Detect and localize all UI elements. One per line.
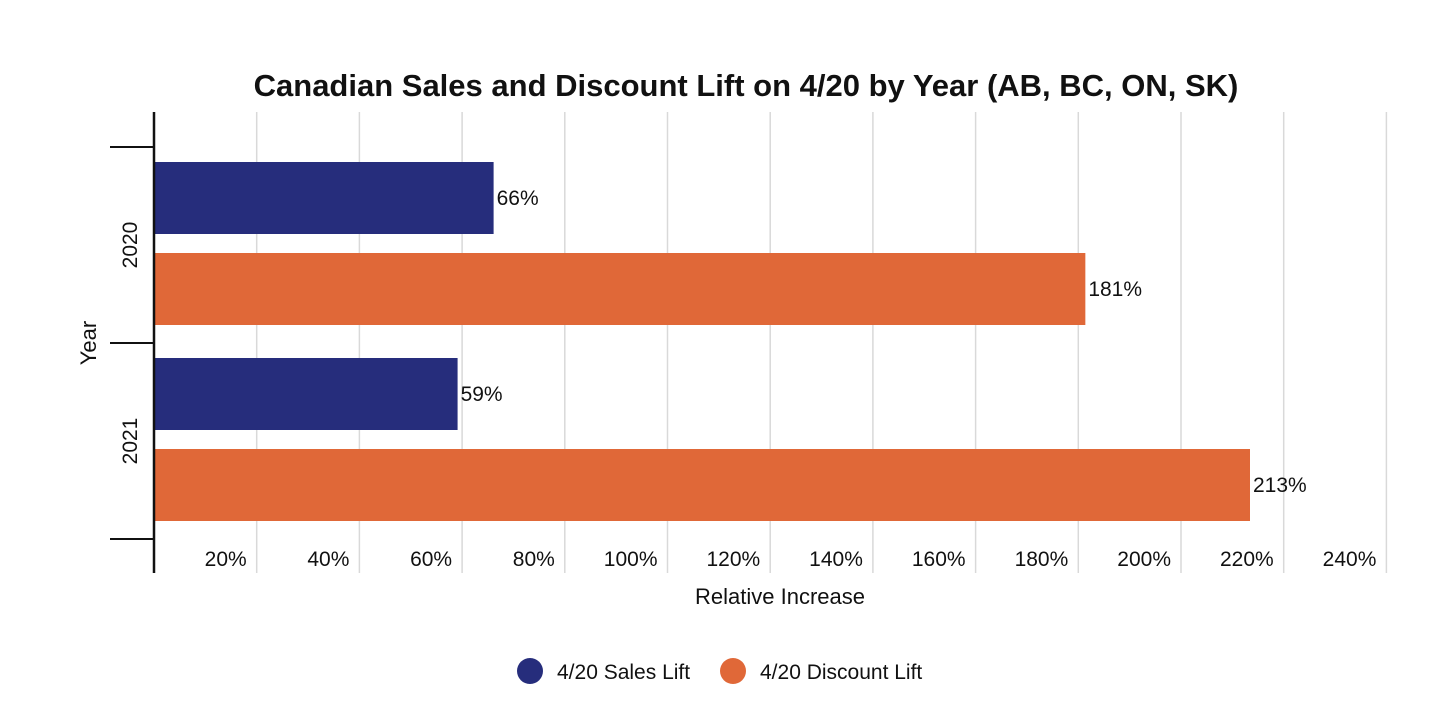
legend-swatch-sales-lift [517, 658, 543, 684]
legend-label-discount-lift: 4/20 Discount Lift [760, 661, 922, 684]
x-tick-label-180: 180% [1015, 548, 1069, 571]
data-label-2021-discount-lift: 213% [1253, 474, 1307, 497]
x-tick-label-40: 40% [307, 548, 349, 571]
y-axis-title: Year [76, 321, 101, 365]
x-tick-label-160: 160% [912, 548, 966, 571]
bar-2021-discount-lift [155, 449, 1250, 521]
category-label-2020: 2020 [119, 222, 142, 269]
bar-2020-sales-lift [155, 162, 494, 234]
x-tick-label-140: 140% [809, 548, 863, 571]
axes: 20% 40% 60% 80% 100% 120% 140% 160% 180% 200% 220%… [110, 112, 1376, 573]
legend-swatch-discount-lift [720, 658, 746, 684]
x-tick-label-100: 100% [604, 548, 658, 571]
bar-2021-sales-lift [155, 358, 458, 430]
bar-2020-discount-lift [155, 253, 1086, 325]
x-tick-label-120: 120% [706, 548, 760, 571]
legend-label-sales-lift: 4/20 Sales Lift [557, 661, 690, 684]
x-tick-label-240: 240% [1323, 548, 1377, 571]
data-label-2021-sales-lift: 59% [461, 383, 503, 406]
legend: 4/20 Sales Lift 4/20 Discount Lift [517, 658, 922, 684]
bars [155, 162, 1250, 521]
data-label-2020-discount-lift: 181% [1088, 278, 1142, 301]
data-label-2020-sales-lift: 66% [497, 187, 539, 210]
data-labels: 66% 181% 59% 213% [461, 187, 1307, 497]
x-tick-label-20: 20% [205, 548, 247, 571]
chart-title: Canadian Sales and Discount Lift on 4/20… [254, 68, 1239, 103]
category-label-2021: 2021 [119, 418, 142, 465]
x-tick-label-60: 60% [410, 548, 452, 571]
x-tick-label-220: 220% [1220, 548, 1274, 571]
x-tick-label-200: 200% [1117, 548, 1171, 571]
x-axis-title: Relative Increase [695, 584, 865, 609]
x-tick-label-80: 80% [513, 548, 555, 571]
